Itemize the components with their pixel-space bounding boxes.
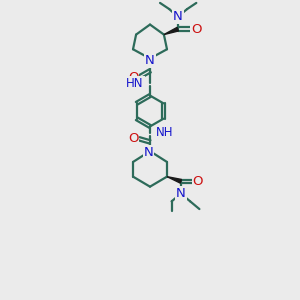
Text: O: O	[191, 23, 202, 36]
Text: O: O	[193, 175, 203, 188]
Text: NH: NH	[156, 126, 174, 139]
Text: O: O	[128, 70, 138, 83]
Text: N: N	[144, 146, 153, 159]
Text: N: N	[173, 10, 183, 23]
Text: HN: HN	[126, 77, 144, 90]
Text: O: O	[128, 132, 138, 145]
Text: N: N	[176, 187, 186, 200]
Polygon shape	[167, 177, 182, 183]
Text: N: N	[145, 54, 155, 67]
Polygon shape	[164, 27, 178, 34]
